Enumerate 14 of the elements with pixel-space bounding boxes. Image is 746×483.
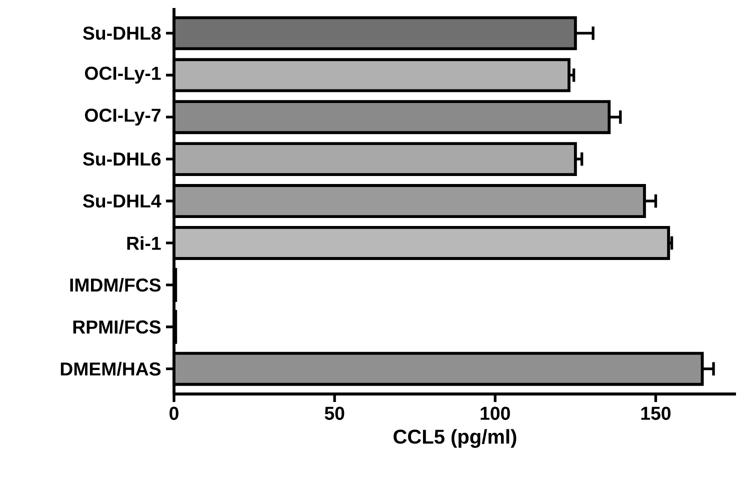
y-tick-label: Ri-1 xyxy=(127,236,161,250)
x-axis-title: CCL5 (pg/ml) xyxy=(394,429,516,448)
x-tick-label: 100 xyxy=(480,406,510,420)
y-tick-label: Su-DHL8 xyxy=(83,26,161,40)
y-tick-label: DMEM/HAS xyxy=(60,362,161,376)
y-tick-label: RPMI/FCS xyxy=(73,320,161,334)
y-tick-label: IMDM/FCS xyxy=(70,278,161,292)
x-tick-label: 50 xyxy=(324,406,344,420)
y-tick-label: Su-DHL6 xyxy=(83,152,161,166)
y-tick-label: OCI-Ly-1 xyxy=(84,66,161,84)
x-tick-label: 0 xyxy=(170,406,178,420)
x-tick-label: 150 xyxy=(641,406,671,420)
y-tick-label: Su-DHL4 xyxy=(83,194,162,208)
y-tick-label: OCI-Ly-7 xyxy=(84,108,160,126)
